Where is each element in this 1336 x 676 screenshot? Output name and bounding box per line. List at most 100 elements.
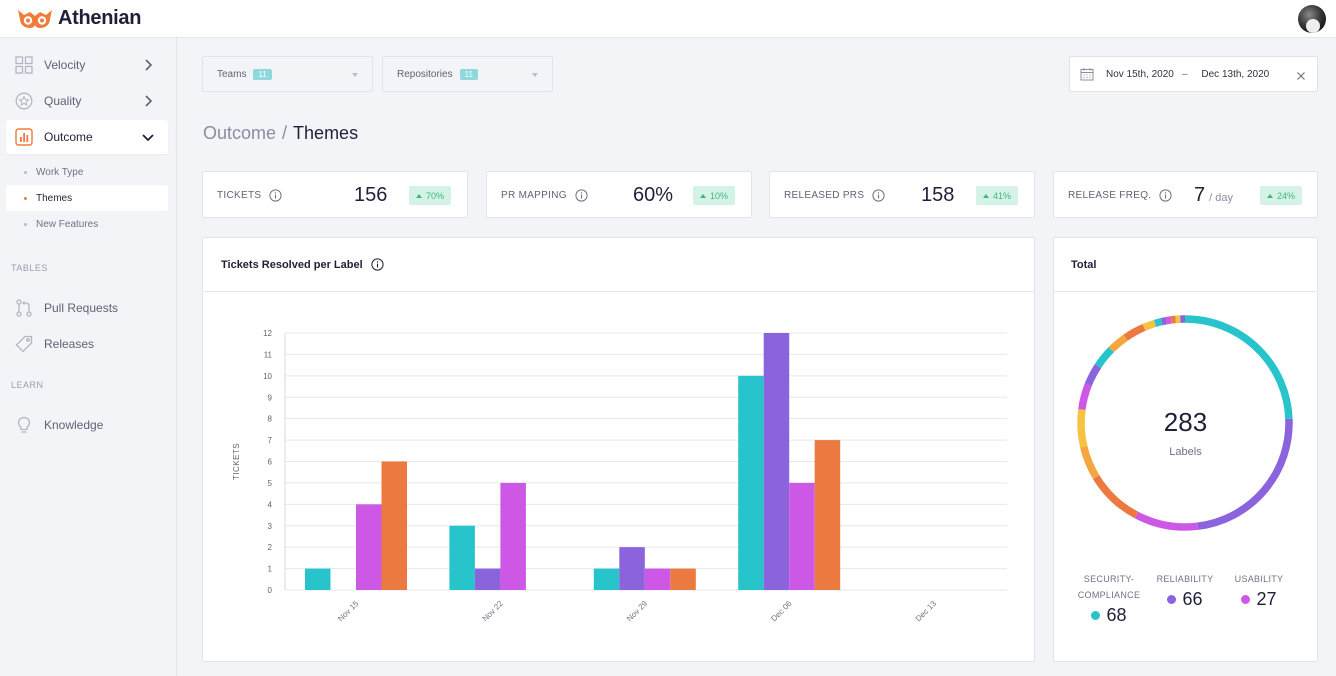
- info-icon[interactable]: [575, 189, 588, 202]
- sidebar-item-releases[interactable]: Releases: [6, 327, 168, 361]
- donut-slice: [1153, 317, 1163, 328]
- kpi-label: RELEASED PRS: [784, 190, 865, 201]
- kpi-label: RELEASE FREQ.: [1068, 190, 1152, 201]
- breadcrumb-parent[interactable]: Outcome: [203, 123, 277, 143]
- legend-dot: [1091, 611, 1101, 620]
- bar: [670, 568, 696, 590]
- y-tick-label: 2: [268, 543, 273, 552]
- grid-icon: [14, 55, 34, 75]
- sidebar-item-pull-requests[interactable]: Pull Requests: [6, 291, 168, 325]
- legend-value: 27: [1256, 589, 1277, 609]
- kpi-label: TICKETS: [217, 190, 262, 201]
- breadcrumb-separator: /: [282, 123, 288, 143]
- calendar-icon: [1080, 68, 1094, 81]
- legend-value: 66: [1182, 589, 1203, 609]
- date-start[interactable]: Nov 15th, 2020: [1106, 68, 1174, 80]
- bar: [474, 568, 501, 590]
- date-separator: –: [1181, 68, 1188, 80]
- total-labels-card: Total 283 Labels SECURITY- COMPLIANCE 68…: [1053, 237, 1318, 662]
- info-icon[interactable]: [371, 258, 384, 271]
- close-icon[interactable]: [1296, 71, 1306, 81]
- star-icon: [14, 91, 34, 111]
- kpi-delta-badge: 24%: [1260, 186, 1303, 205]
- y-tick-label: 10: [263, 372, 272, 381]
- donut-slice: [1092, 474, 1139, 519]
- y-tick-label: 9: [268, 393, 273, 402]
- bar: [789, 482, 815, 590]
- caret-down-icon: [532, 73, 538, 77]
- sidebar-subitem-new-features[interactable]: New Features: [6, 211, 168, 237]
- legend-label: COMPLIANCE: [1077, 590, 1141, 600]
- repositories-count-badge: 11: [459, 68, 478, 80]
- y-tick-label: 7: [268, 436, 273, 445]
- donut-slice: [1184, 315, 1293, 420]
- kpi-card-released-prs: RELEASED PRS 158 41%: [769, 171, 1035, 218]
- date-end[interactable]: Dec 13th, 2020: [1201, 68, 1270, 80]
- info-icon[interactable]: [872, 189, 885, 202]
- kpi-delta: 70%: [426, 190, 445, 201]
- bar: [644, 568, 671, 590]
- section-label-tables: TABLES: [11, 263, 48, 273]
- x-tick-label: Nov 29: [625, 599, 650, 624]
- info-icon[interactable]: [1159, 189, 1172, 202]
- y-tick-label: 1: [268, 565, 273, 574]
- sidebar-subitem-themes[interactable]: Themes: [6, 185, 168, 211]
- legend-label: RELIABILITY: [1156, 574, 1214, 584]
- caret-down-icon: [352, 73, 358, 77]
- y-tick-label: 3: [268, 522, 273, 531]
- legend-item-security-compliance[interactable]: SECURITY- COMPLIANCE 68: [1072, 571, 1146, 626]
- donut-slice: [1094, 347, 1114, 369]
- donut-slice: [1134, 511, 1199, 531]
- kpi-delta-badge: 10%: [693, 186, 736, 205]
- bar: [356, 504, 382, 590]
- x-tick-label: Nov 22: [481, 599, 506, 624]
- sidebar-item-label: Outcome: [44, 130, 93, 144]
- kpi-value: 158: [921, 184, 955, 206]
- sidebar: Velocity Quality Outcome Work Type Theme…: [0, 38, 177, 676]
- kpi-label: PR MAPPING: [501, 190, 567, 201]
- kpi-card-release-freq: RELEASE FREQ. 7/ day 24%: [1053, 171, 1318, 218]
- teams-filter[interactable]: Teams 11: [202, 56, 373, 92]
- legend-label: SECURITY-: [1083, 574, 1135, 584]
- legend-item-reliability[interactable]: RELIABILITY 66: [1152, 571, 1218, 610]
- legend-label: USABILITY: [1234, 574, 1284, 584]
- kpi-value: 156: [354, 184, 388, 206]
- y-tick-label: 11: [264, 350, 273, 359]
- tag-icon: [14, 334, 34, 354]
- top-bar: Athenian: [0, 0, 1336, 38]
- breadcrumb: Outcome / Themes: [203, 123, 358, 144]
- bar: [738, 375, 764, 590]
- y-tick-label: 12: [263, 329, 272, 338]
- chevron-right-icon: [145, 95, 153, 107]
- date-range-picker[interactable]: Nov 15th, 2020 – Dec 13th, 2020: [1069, 56, 1318, 92]
- app-name: Athenian: [58, 7, 142, 29]
- y-tick-label: 5: [268, 479, 273, 488]
- x-tick-label: Dec 13: [914, 599, 939, 624]
- user-avatar[interactable]: [1298, 5, 1326, 33]
- sidebar-item-velocity[interactable]: Velocity: [6, 48, 168, 82]
- logo[interactable]: Athenian: [16, 7, 141, 30]
- y-tick-label: 0: [268, 586, 273, 595]
- sidebar-item-label: Pull Requests: [44, 301, 119, 315]
- kpi-card-tickets: TICKETS 156 70%: [202, 171, 468, 218]
- donut-total-label: Labels: [1169, 446, 1202, 458]
- sidebar-subitem-work-type[interactable]: Work Type: [6, 159, 168, 185]
- info-icon[interactable]: [269, 189, 282, 202]
- arrow-up-icon: [416, 193, 422, 198]
- kpi-unit: / day: [1209, 192, 1233, 204]
- legend-value: 68: [1106, 605, 1127, 625]
- kpi-delta: 41%: [993, 190, 1012, 201]
- donut-slice: [1080, 445, 1100, 479]
- donut-slice: [1165, 316, 1172, 325]
- donut-slice: [1197, 418, 1293, 530]
- sidebar-item-knowledge[interactable]: Knowledge: [6, 408, 168, 442]
- arrow-up-icon: [983, 193, 989, 198]
- legend-item-usability[interactable]: USABILITY 27: [1226, 571, 1292, 610]
- arrow-up-icon: [700, 193, 706, 198]
- sidebar-item-outcome[interactable]: Outcome: [6, 120, 168, 154]
- y-tick-label: 8: [268, 415, 273, 424]
- sidebar-item-label: Knowledge: [44, 418, 104, 432]
- repositories-filter[interactable]: Repositories 11: [382, 56, 553, 92]
- sidebar-item-quality[interactable]: Quality: [6, 84, 168, 118]
